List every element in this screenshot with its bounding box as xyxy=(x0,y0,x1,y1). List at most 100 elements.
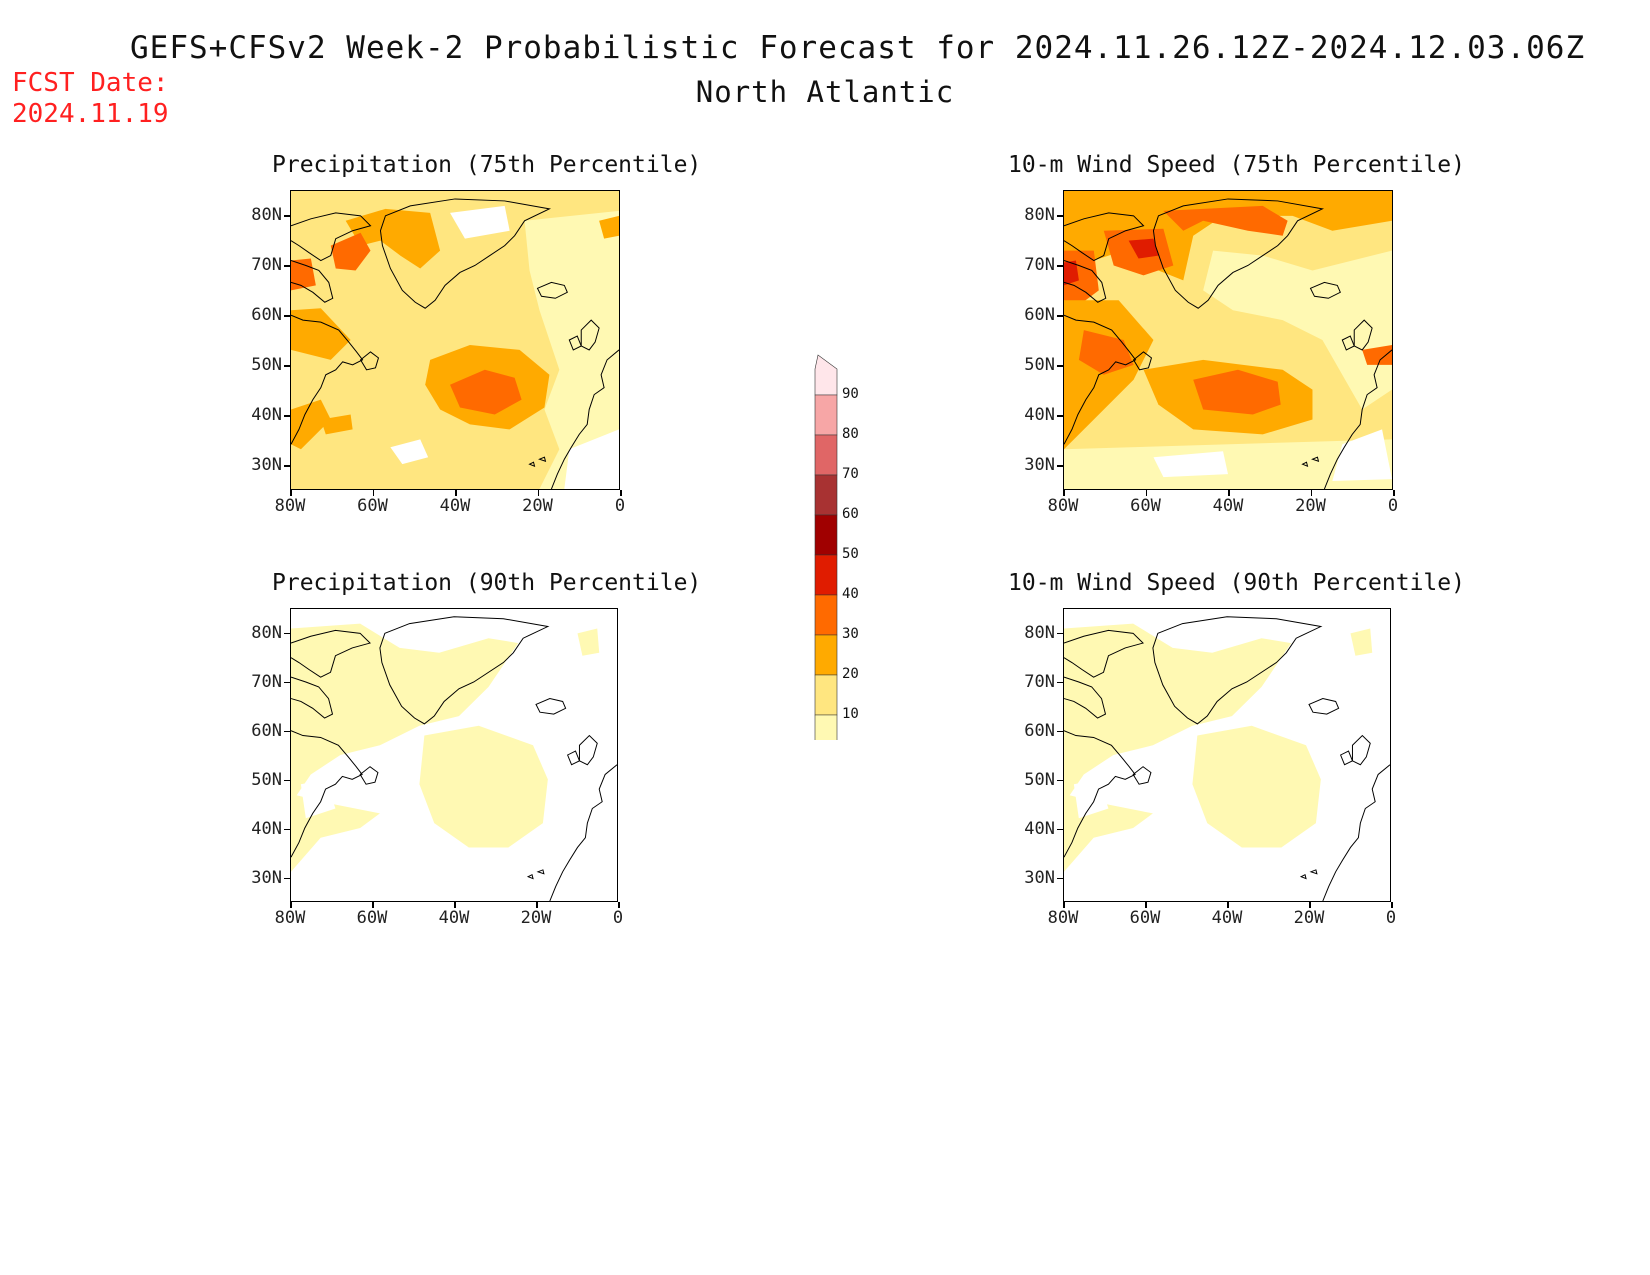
map-canvas xyxy=(1064,191,1392,489)
panel-title-precip-75: Precipitation (75th Percentile) xyxy=(272,152,702,178)
colorbar-level-label: 60 xyxy=(842,506,859,522)
probability-contour-fill xyxy=(1203,250,1392,410)
coastline xyxy=(1064,314,1137,445)
main-title: GEFS+CFSv2 Week-2 Probabilistic Forecast… xyxy=(130,30,1586,66)
colorbar-level-label: 50 xyxy=(842,546,859,562)
latitude-tick-mark xyxy=(284,779,290,781)
coastline xyxy=(1309,281,1341,299)
probability-contour-fill xyxy=(1064,439,1392,489)
panel-title-wind-75: 10-m Wind Speed (75th Percentile) xyxy=(1008,152,1465,178)
latitude-tick-mark xyxy=(284,215,290,217)
longitude-tick-mark xyxy=(455,490,457,496)
longitude-tick-label: 40W xyxy=(1212,496,1244,516)
coastline xyxy=(1308,698,1340,715)
colorbar-segment xyxy=(814,394,838,436)
longitude-tick-label: 20W xyxy=(520,908,552,928)
latitude-tick-mark xyxy=(1057,415,1063,417)
latitude-tick-label: 30N xyxy=(1024,455,1055,475)
latitude-tick-label: 60N xyxy=(1024,720,1055,741)
longitude-tick-mark xyxy=(1063,490,1065,496)
colorbar-level-label: 10 xyxy=(842,706,859,722)
longitude-tick-label: 80W xyxy=(1047,908,1079,928)
latitude-tick-mark xyxy=(284,315,290,317)
coastline xyxy=(1339,750,1354,766)
longitude-tick-label: 0 xyxy=(1385,908,1397,928)
latitude-tick-mark xyxy=(1057,779,1063,781)
coastline xyxy=(1299,874,1307,880)
coastline xyxy=(379,616,550,725)
probability-contour-fill xyxy=(1128,238,1159,259)
longitude-tick-mark xyxy=(618,902,620,908)
probability-contour-fill xyxy=(291,308,351,360)
probability-contour-fill xyxy=(345,208,441,269)
coastline xyxy=(528,461,536,467)
colorbar-segment xyxy=(814,554,838,596)
longitude-tick-mark xyxy=(290,490,292,496)
latitude-tick-mark xyxy=(1057,877,1063,879)
colorbar-level-label: 40 xyxy=(842,586,859,602)
longitude-tick-mark xyxy=(1228,490,1230,496)
latitude-tick-label: 30N xyxy=(251,455,282,475)
coastline xyxy=(1323,349,1392,489)
probability-contour-fill xyxy=(1362,344,1392,365)
map-canvas xyxy=(291,191,619,489)
latitude-tick-label: 30N xyxy=(1024,867,1055,888)
coastline xyxy=(536,869,545,875)
probability-contour-fill xyxy=(1073,779,1109,819)
coastline xyxy=(535,698,567,715)
longitude-tick-mark xyxy=(1309,902,1311,908)
coastline xyxy=(1152,616,1323,725)
latitude-tick-mark xyxy=(1057,828,1063,830)
forecast-date-label: FCST Date: xyxy=(12,68,169,98)
colorbar-graphic xyxy=(814,354,838,756)
coastline xyxy=(1064,629,1144,678)
coastline xyxy=(291,629,371,678)
longitude-tick-label: 80W xyxy=(1047,496,1079,516)
longitude-tick-mark xyxy=(454,902,456,908)
longitude-tick-label: 60W xyxy=(356,908,388,928)
colorbar-segment xyxy=(814,354,838,396)
coastline xyxy=(566,750,581,766)
latitude-tick-mark xyxy=(1057,315,1063,317)
latitude-tick-label: 50N xyxy=(1024,355,1055,375)
latitude-tick-label: 60N xyxy=(251,305,282,325)
longitude-tick-mark xyxy=(620,490,622,496)
longitude-tick-label: 60W xyxy=(357,496,388,516)
probability-contour-fill xyxy=(1193,369,1281,415)
probability-contour-fill xyxy=(291,399,331,450)
coastline xyxy=(1064,730,1136,858)
coastline xyxy=(1064,212,1145,262)
latitude-tick-mark xyxy=(1057,365,1063,367)
probability-contour-fill xyxy=(1332,429,1392,482)
coastline xyxy=(1064,260,1107,303)
latitude-tick-mark xyxy=(284,465,290,467)
probability-contour-fill xyxy=(320,414,353,435)
forecast-date: FCST Date: 2024.11.19 xyxy=(12,68,169,130)
latitude-tick-label: 70N xyxy=(251,671,282,692)
coastline xyxy=(291,676,334,719)
latitude-tick-label: 80N xyxy=(251,205,282,225)
longitude-tick-mark xyxy=(1310,490,1312,496)
map-canvas xyxy=(1064,609,1390,901)
colorbar-segment xyxy=(814,514,838,556)
latitude-tick-mark xyxy=(284,730,290,732)
longitude-tick-label: 80W xyxy=(274,908,306,928)
longitude-tick-label: 20W xyxy=(1295,496,1326,516)
longitude-tick-label: 60W xyxy=(1129,908,1161,928)
probability-contour-fill xyxy=(300,779,336,819)
coastline xyxy=(568,335,582,351)
latitude-tick-mark xyxy=(1057,730,1063,732)
latitude-tick-label: 50N xyxy=(251,769,282,790)
colorbar-segment xyxy=(814,434,838,476)
coastline xyxy=(1309,869,1318,875)
probability-contour-fill xyxy=(1064,260,1079,286)
map-precip-90 xyxy=(290,608,618,902)
probability-contour-fill xyxy=(1153,451,1228,478)
colorbar-level-label: 70 xyxy=(842,466,859,482)
latitude-tick-mark xyxy=(284,828,290,830)
coastline xyxy=(1064,676,1107,719)
latitude-tick-mark xyxy=(284,265,290,267)
longitude-tick-label: 60W xyxy=(1130,496,1161,516)
latitude-tick-mark xyxy=(1057,681,1063,683)
map-precip-75 xyxy=(290,190,620,490)
